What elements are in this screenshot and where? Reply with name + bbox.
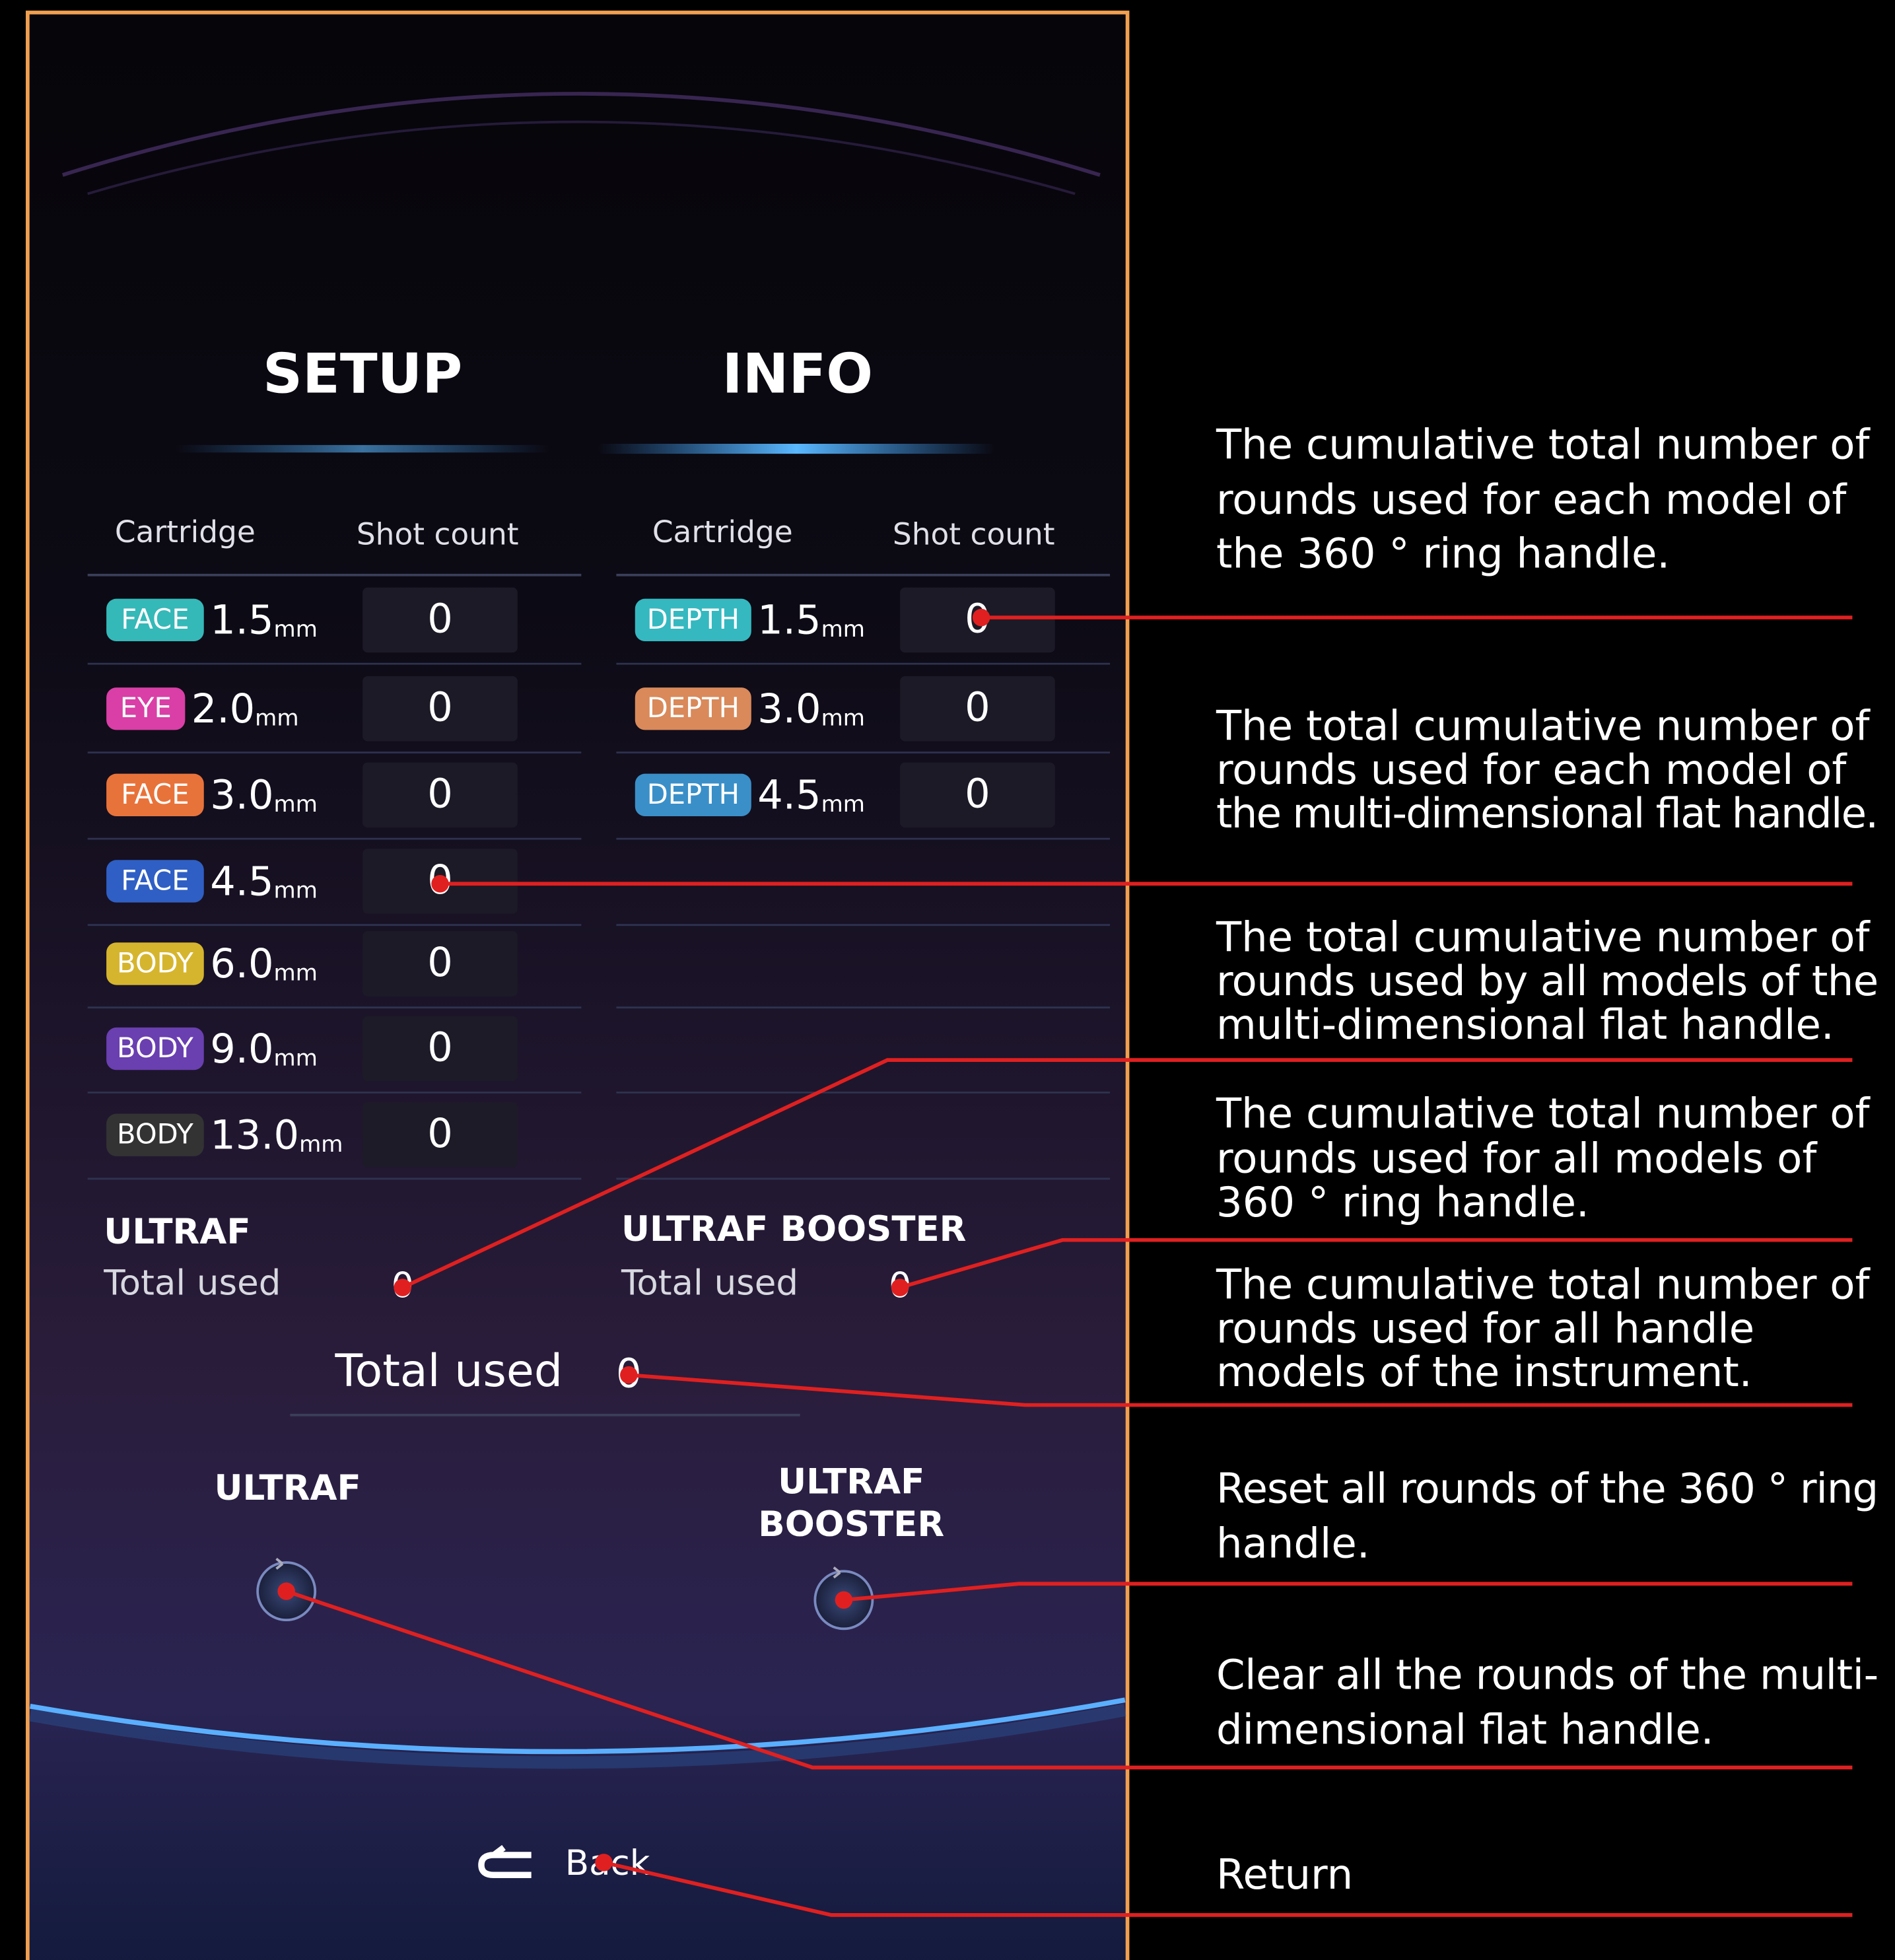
screen: SETUPINFOCartridgeShot countFACE1.5mm0EY… [0, 0, 1895, 1960]
connector-dot [973, 609, 990, 627]
cartridge-tag: DEPTH [647, 691, 740, 724]
size-value: 1.5 [757, 597, 821, 643]
annotation: The total cumulative number of [1216, 702, 1871, 750]
annotation: The total cumulative number of [1216, 913, 1871, 962]
annotation: rounds used for all models of [1216, 1135, 1818, 1183]
total-label: Total used [621, 1263, 798, 1303]
reset-button-label: BOOSTER [758, 1504, 944, 1545]
shot-count: 0 [427, 1025, 453, 1071]
connector-dot [394, 1278, 411, 1296]
size-unit: mm [274, 616, 318, 643]
size-value: 4.5 [210, 858, 273, 905]
grand-total-label: Total used [335, 1345, 563, 1397]
tab-info[interactable]: INFO [722, 342, 873, 406]
cartridge-tag: FACE [121, 603, 189, 635]
annotation: The cumulative total number of [1216, 1089, 1871, 1137]
annotation: 360 ° ring handle. [1216, 1178, 1589, 1226]
annotation: Return [1216, 1850, 1353, 1899]
reset-button-label: ULTRAF [778, 1461, 924, 1502]
annotation: The cumulative total number of [1216, 421, 1871, 469]
annotation: models of the instrument. [1216, 1348, 1752, 1396]
connector-dot [277, 1582, 295, 1600]
tab-setup[interactable]: SETUP [263, 342, 462, 406]
annotation: Reset all rounds of the 360 ° ring [1216, 1464, 1878, 1512]
annotation: the multi-dimensional flat handle. [1216, 789, 1878, 837]
shot-count: 0 [965, 771, 990, 817]
annotation: rounds used for each model of [1216, 746, 1847, 794]
cartridge-tag: FACE [121, 778, 189, 810]
size-value: 6.0 [210, 941, 273, 987]
size-unit: mm [299, 1131, 343, 1157]
cartridge-tag: FACE [121, 864, 189, 896]
connector-dot [835, 1592, 853, 1609]
connector-dot [431, 875, 449, 893]
shot-count: 0 [427, 1111, 453, 1157]
size-value: 4.5 [757, 772, 821, 818]
size-unit: mm [821, 791, 865, 818]
annotation: rounds used by all models of the [1216, 957, 1878, 1005]
reset-button-label: ULTRAF [214, 1468, 361, 1508]
shot-count: 0 [965, 685, 990, 731]
connector-dot [891, 1278, 909, 1296]
size-unit: mm [274, 960, 318, 986]
annotation: dimensional flat handle. [1216, 1706, 1714, 1754]
column-header: Shot count [893, 517, 1055, 552]
size-unit: mm [255, 705, 298, 731]
size-unit: mm [274, 877, 318, 903]
size-unit: mm [821, 616, 865, 643]
size-value: 3.0 [210, 772, 273, 818]
annotation: handle. [1216, 1520, 1370, 1568]
cartridge-tag: DEPTH [647, 603, 740, 635]
shot-count: 0 [427, 685, 453, 731]
cartridge-tag: BODY [117, 1118, 193, 1150]
shot-count: 0 [427, 596, 453, 642]
connector-dot [620, 1366, 638, 1384]
size-value: 13.0 [210, 1112, 299, 1158]
cartridge-tag: BODY [117, 946, 193, 979]
cartridge-tag: BODY [117, 1032, 193, 1064]
total-title: ULTRAF BOOSTER [621, 1209, 967, 1249]
size-value: 1.5 [210, 597, 273, 643]
annotation: rounds used for all handle [1216, 1304, 1754, 1352]
connector-dot [595, 1854, 613, 1872]
device-panel [28, 13, 1128, 1960]
column-header: Cartridge [652, 514, 793, 549]
annotation: rounds used for each model of [1216, 475, 1847, 524]
total-label: Total used [103, 1263, 281, 1303]
column-header: Cartridge [115, 514, 256, 549]
annotation: Clear all the rounds of the multi- [1216, 1650, 1878, 1698]
size-value: 3.0 [757, 686, 821, 732]
size-unit: mm [821, 705, 865, 731]
column-header: Shot count [357, 517, 519, 552]
size-unit: mm [274, 1045, 318, 1071]
tab-underline-active [598, 444, 995, 454]
cartridge-tag: DEPTH [647, 778, 740, 810]
annotation: The cumulative total number of [1216, 1261, 1871, 1309]
annotation: the 360 ° ring handle. [1216, 529, 1670, 577]
tab-underline [175, 445, 550, 452]
cartridge-tag: EYE [120, 691, 172, 724]
size-unit: mm [274, 791, 318, 818]
annotation: multi-dimensional flat handle. [1216, 1000, 1834, 1049]
total-title: ULTRAF [104, 1212, 250, 1252]
shot-count: 0 [427, 771, 453, 817]
size-value: 2.0 [191, 686, 255, 732]
shot-count: 0 [427, 940, 453, 986]
size-value: 9.0 [210, 1026, 273, 1072]
